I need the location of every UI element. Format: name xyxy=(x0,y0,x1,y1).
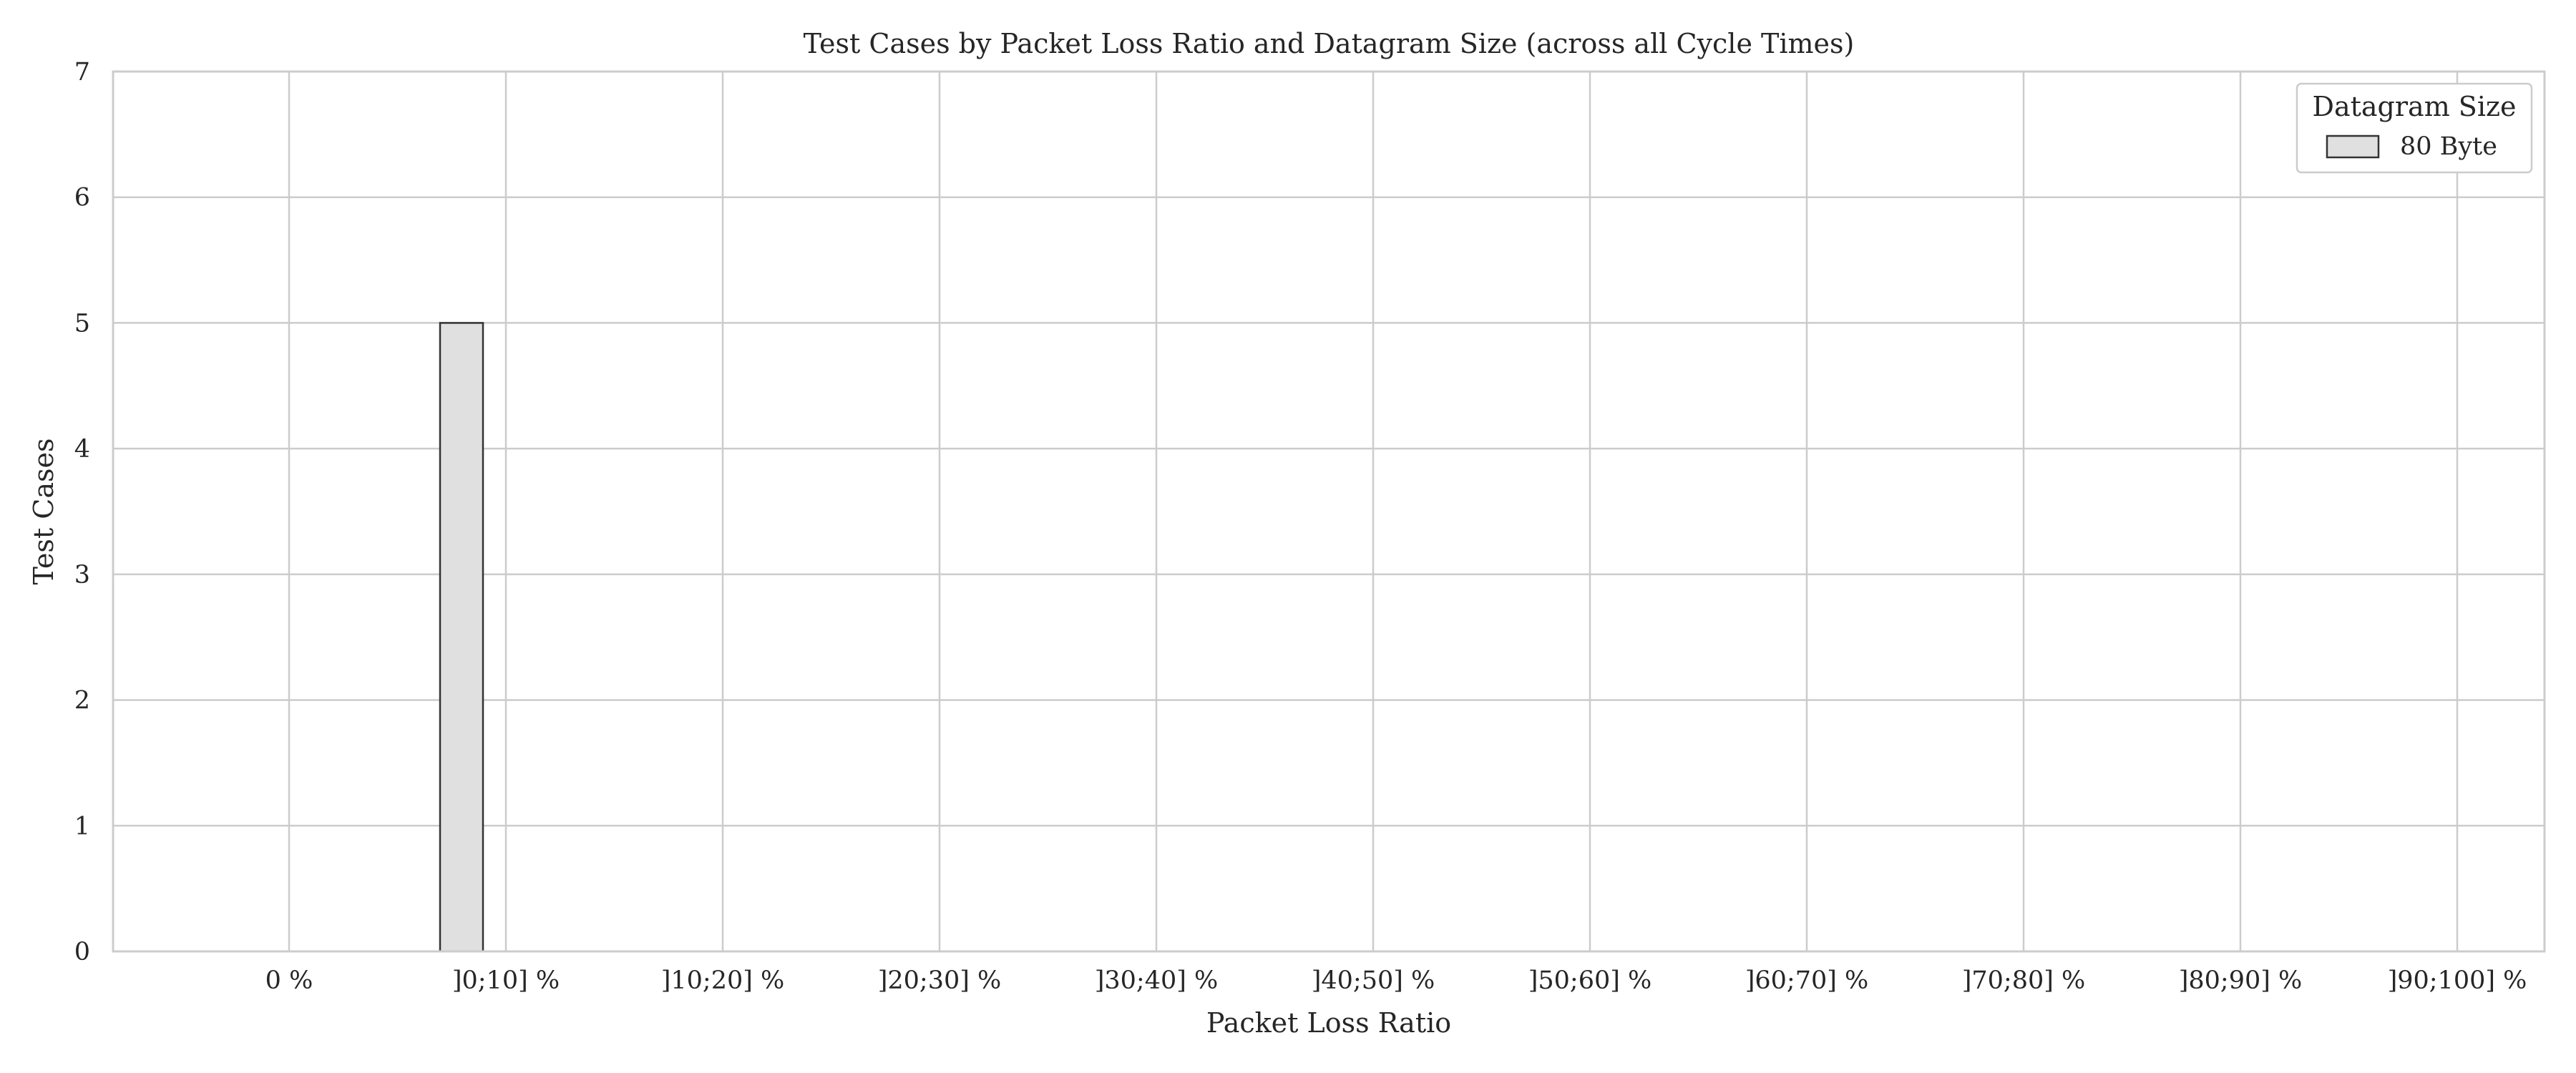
y-tick-label: 0 xyxy=(74,938,90,966)
x-tick-label: ]60;70] % xyxy=(1745,966,1869,995)
x-tick-label: ]90;100] % xyxy=(2388,966,2527,995)
x-tick-label: ]70;80] % xyxy=(1962,966,2086,995)
bar xyxy=(439,322,484,953)
x-tick-label: 0 % xyxy=(265,966,313,995)
y-tick-label: 5 xyxy=(74,309,90,338)
legend-swatch xyxy=(2326,134,2380,159)
x-tick-label: ]10;20] % xyxy=(661,966,785,995)
x-tick-label: ]50;60] % xyxy=(1528,966,1652,995)
x-axis-label: Packet Loss Ratio xyxy=(1206,1007,1451,1039)
y-tick-label: 2 xyxy=(74,687,90,715)
x-ticks: 0 % ]0;10] % ]10;20] % ]20;30] % ]30;40] % ]4… xyxy=(265,966,2527,995)
legend: Datagram Size 80 Byte xyxy=(2296,82,2533,174)
y-axis-label: Test Cases xyxy=(28,438,59,585)
y-tick-label: 1 xyxy=(74,812,90,841)
y-tick-label: 4 xyxy=(74,435,90,464)
y-tick-label: 3 xyxy=(74,561,90,589)
legend-entry-label: 80 Byte xyxy=(2400,132,2497,161)
x-tick-label: ]0;10] % xyxy=(452,966,560,995)
x-tick-label: ]30;40] % xyxy=(1095,966,1219,995)
x-tick-label: ]80;90] % xyxy=(2179,966,2303,995)
chart-title: Test Cases by Packet Loss Ratio and Data… xyxy=(804,28,1855,59)
x-tick-label: ]20;30] % xyxy=(878,966,1002,995)
grid xyxy=(113,70,2545,953)
bars xyxy=(439,322,484,953)
y-ticks: 0 1 2 3 4 5 6 7 xyxy=(74,58,90,966)
plot-frame xyxy=(112,70,2546,953)
y-tick-label: 7 xyxy=(74,58,90,87)
legend-title: Datagram Size xyxy=(2313,91,2517,122)
x-tick-label: ]40;50] % xyxy=(1312,966,1435,995)
y-tick-label: 6 xyxy=(74,184,90,212)
